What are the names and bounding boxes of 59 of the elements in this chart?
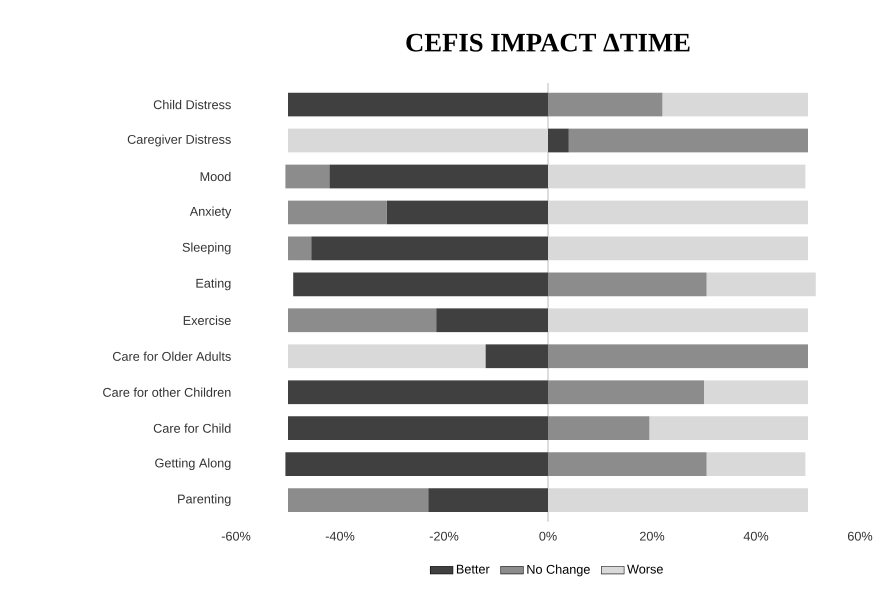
y-tick-label: Child Distress bbox=[154, 100, 231, 110]
y-tick-label: Eating bbox=[196, 278, 230, 290]
y-tick-label: Care for Older Adults bbox=[112, 352, 231, 361]
y-tick-label: Care for Child bbox=[154, 424, 230, 433]
bar bbox=[706, 272, 816, 296]
bar bbox=[288, 308, 436, 332]
x-tick-label: 20% bbox=[640, 532, 664, 541]
bar bbox=[548, 200, 808, 224]
bar bbox=[428, 488, 548, 512]
bar bbox=[548, 452, 707, 476]
bar bbox=[436, 308, 548, 332]
bar bbox=[548, 92, 662, 116]
bar bbox=[288, 200, 387, 224]
bar bbox=[662, 92, 808, 116]
bar bbox=[649, 416, 808, 440]
bar bbox=[548, 164, 806, 188]
bar bbox=[386, 200, 548, 224]
bar bbox=[548, 380, 704, 404]
bar bbox=[288, 236, 312, 260]
bar bbox=[548, 272, 707, 296]
y-tick-label: Sleeping bbox=[182, 242, 230, 254]
legend-label: Better bbox=[456, 564, 490, 574]
y-tick-label: Mood bbox=[200, 172, 230, 182]
bar bbox=[548, 236, 808, 260]
bar bbox=[285, 452, 548, 476]
bar bbox=[293, 272, 548, 296]
bar bbox=[548, 416, 650, 440]
bar bbox=[288, 380, 548, 404]
bar bbox=[288, 128, 548, 152]
x-tick-label: 60% bbox=[848, 532, 872, 541]
legend-label: Worse bbox=[627, 564, 663, 574]
bar bbox=[288, 416, 548, 440]
bar bbox=[285, 164, 330, 188]
x-tick-label: -20% bbox=[430, 532, 458, 541]
bar bbox=[548, 308, 808, 332]
bar bbox=[706, 452, 806, 476]
x-tick-label: 40% bbox=[744, 532, 768, 541]
bar bbox=[288, 92, 548, 116]
bar bbox=[548, 488, 808, 512]
legend-label: No Change bbox=[527, 564, 590, 576]
bar bbox=[486, 344, 548, 368]
y-tick-label: Anxiety bbox=[190, 206, 232, 218]
y-tick-label: Parenting bbox=[178, 494, 230, 506]
y-tick-label: Care for other Children bbox=[103, 388, 230, 397]
chart-title: CEFIS IMPACT ΔTIME bbox=[406, 34, 690, 52]
bar bbox=[330, 164, 548, 188]
y-tick-label: Exercise bbox=[184, 316, 231, 325]
bar bbox=[288, 488, 428, 512]
y-tick-label: Getting Along bbox=[155, 458, 230, 470]
bar bbox=[288, 344, 486, 368]
x-tick-label: -60% bbox=[222, 532, 250, 541]
x-tick-label: -40% bbox=[326, 532, 354, 541]
bar bbox=[704, 380, 808, 404]
x-tick-label: 0% bbox=[539, 532, 557, 541]
bar bbox=[311, 236, 548, 260]
y-tick-label: Caregiver Distress bbox=[128, 134, 231, 146]
bar bbox=[548, 128, 569, 152]
bar bbox=[568, 128, 808, 152]
bar bbox=[548, 344, 808, 368]
